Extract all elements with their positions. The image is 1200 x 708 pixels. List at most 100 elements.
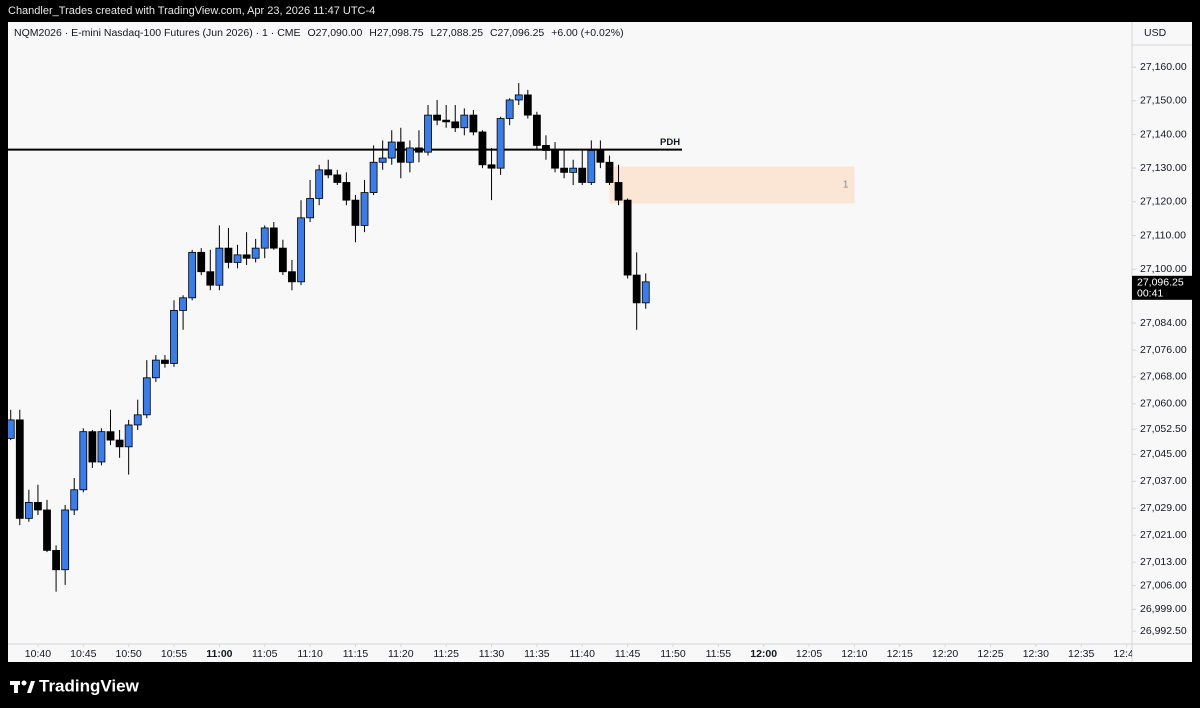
candle-body [351, 199, 360, 226]
candle-body [8, 419, 15, 439]
x-tick-label: 11:15 [343, 648, 369, 660]
candle-body [405, 147, 414, 163]
zone-label: 1 [843, 180, 849, 191]
candle-body [188, 251, 197, 299]
candle-body [142, 377, 151, 416]
candle-body [496, 118, 505, 169]
candle-body [260, 227, 269, 249]
change: +6.00 (+0.02%) [551, 27, 623, 39]
x-tick-label: 11:25 [433, 648, 459, 660]
candle-body [115, 439, 124, 448]
price-label-box [1132, 275, 1192, 300]
x-tick-label: 11:40 [569, 648, 595, 660]
candle-body [523, 94, 532, 116]
candle-body [79, 431, 88, 491]
candle-body [551, 150, 559, 169]
x-tick-label: 11:30 [479, 648, 505, 660]
symbol: NQM2026 · E-mini Nasdaq-100 Futures (Jun… [14, 27, 301, 39]
candle-body [124, 424, 133, 448]
candle-body [514, 94, 523, 101]
ohlc-high: H27,098.75 [369, 27, 423, 39]
x-tick-label: 10:40 [25, 648, 51, 660]
candle-body [532, 114, 541, 146]
candle-body [206, 271, 215, 286]
y-tick-label: 27,029.00 [1140, 502, 1187, 514]
y-tick-label: 27,006.00 [1140, 580, 1187, 592]
candle-body [487, 164, 496, 169]
candle-body [34, 501, 42, 511]
candle-body [161, 359, 169, 364]
x-tick-label: 12:20 [932, 648, 958, 660]
watermark: Chandler_Trades created with TradingView… [8, 5, 375, 17]
candle-body [315, 169, 324, 199]
candle-body [478, 131, 487, 166]
x-tick-label: 11:20 [388, 648, 414, 660]
candle-body [88, 431, 97, 463]
ohlc-low: L27,088.25 [430, 27, 483, 39]
price-label: 27,096.25 [1137, 277, 1184, 289]
candle-body [641, 281, 650, 304]
plot-area: 1 PDH [8, 83, 855, 592]
y-tick-label: 27,076.00 [1140, 344, 1187, 356]
candle-body [215, 247, 224, 286]
x-tick-label: 11:05 [252, 648, 278, 660]
candle-body [569, 167, 578, 173]
candle-body [360, 192, 369, 226]
candle-body [560, 167, 569, 173]
candle-body [242, 254, 251, 259]
candle-body [106, 431, 115, 441]
y-tick-label: 27,084.00 [1140, 317, 1187, 329]
candle-body [369, 161, 378, 193]
level-label: PDH [660, 137, 680, 148]
candle-body [233, 254, 242, 263]
time-axis: 10:40 10:45 10:50 10:55 11:00 11:05 11:10 11:15… [25, 644, 1139, 660]
candle-body [442, 119, 451, 123]
y-tick-label: 27,120.00 [1140, 196, 1187, 208]
zone [609, 166, 855, 204]
x-tick-label: 12:40 [1113, 648, 1139, 660]
candle-body [15, 419, 24, 519]
x-tick-label: 11:35 [524, 648, 550, 660]
candle-body [342, 182, 351, 201]
candle-body [614, 182, 623, 201]
y-tick-label: 27,100.00 [1140, 263, 1187, 275]
y-tick-label: 27,013.00 [1140, 556, 1187, 568]
candle-body [596, 150, 605, 163]
candle-body [170, 310, 178, 364]
candle-body [433, 114, 441, 121]
candle-body [43, 509, 51, 551]
candle-body [469, 114, 478, 133]
currency: USD [1144, 27, 1167, 39]
candle-body [133, 414, 142, 426]
y-tick-label: 27,037.00 [1140, 475, 1187, 487]
x-tick-label: 10:50 [116, 648, 142, 660]
y-tick-label: 27,140.00 [1140, 128, 1187, 140]
candle-body [61, 509, 70, 571]
x-tick-label: 10:45 [70, 648, 96, 660]
candle-body [306, 198, 314, 219]
x-tick-label: 12:25 [977, 648, 1003, 660]
candle-body [324, 169, 333, 176]
brand-logo [10, 680, 35, 693]
y-tick-label: 27,021.00 [1140, 529, 1187, 541]
x-tick-label: 12:00 [750, 648, 777, 660]
x-tick-label: 12:05 [796, 648, 822, 660]
x-tick-label: 10:55 [161, 648, 187, 660]
y-tick-label: 27,068.00 [1140, 371, 1187, 383]
candle-body [70, 489, 79, 511]
candle-body [505, 99, 514, 119]
x-tick-label: 11:55 [706, 648, 732, 660]
chart-panel [8, 22, 1192, 662]
x-tick-label: 12:10 [841, 648, 867, 660]
x-tick-label: 11:45 [615, 648, 641, 660]
candle-body [24, 501, 33, 519]
candle-body [197, 251, 206, 273]
y-tick-label: 27,130.00 [1140, 162, 1187, 174]
candle-body [424, 114, 432, 153]
candle-body [251, 247, 260, 259]
x-tick-label: 11:00 [206, 648, 232, 660]
candle-body [587, 150, 596, 183]
price-axis: 27,160.00 27,150.00 27,140.00 27,130.00 27,1… [1132, 61, 1192, 637]
y-tick-label: 27,150.00 [1140, 95, 1187, 107]
candle-body [179, 297, 187, 311]
